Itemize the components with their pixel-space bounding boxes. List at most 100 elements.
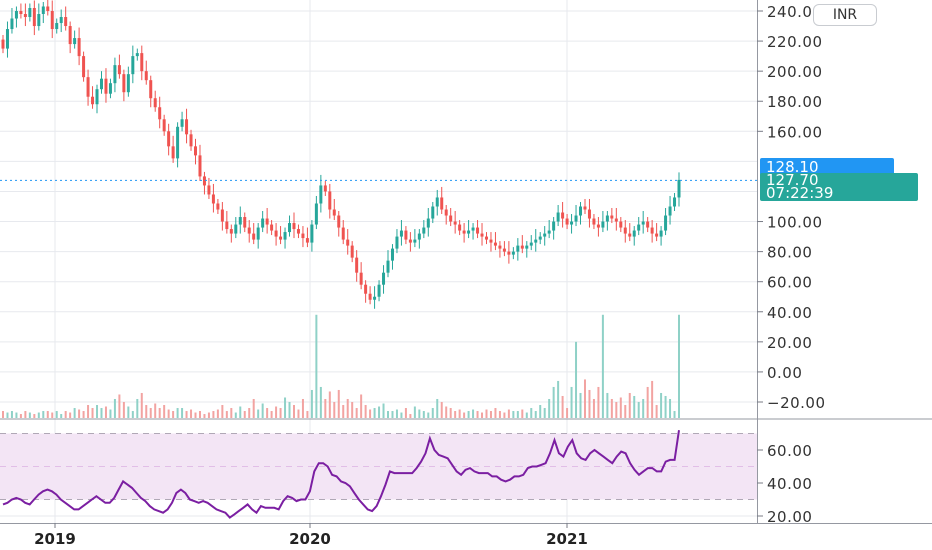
volume-bar bbox=[185, 411, 188, 418]
volume-bar bbox=[395, 409, 398, 418]
candle-body bbox=[516, 245, 520, 252]
volume-bar bbox=[216, 409, 219, 418]
volume-bar bbox=[355, 408, 358, 418]
candle-body bbox=[229, 229, 233, 234]
volume-bar bbox=[158, 408, 161, 418]
volume-bar bbox=[328, 391, 331, 418]
candle-body bbox=[664, 215, 668, 231]
candle-body bbox=[171, 146, 175, 159]
volume-bar bbox=[597, 386, 600, 418]
volume-bar bbox=[449, 408, 452, 418]
volume-bar bbox=[440, 402, 443, 418]
volume-bar bbox=[288, 402, 291, 418]
price-tick-label: −20.00 bbox=[767, 394, 826, 412]
candle-body bbox=[614, 218, 618, 222]
volume-bar bbox=[548, 398, 551, 418]
candle-body bbox=[587, 209, 591, 219]
currency-button[interactable]: INR bbox=[813, 4, 877, 26]
volume-bar bbox=[472, 409, 475, 418]
time-tick-label: 2019 bbox=[34, 530, 76, 548]
volume-bar bbox=[292, 405, 295, 418]
candle-body bbox=[373, 296, 377, 300]
candle-body bbox=[440, 197, 444, 210]
volume-bar bbox=[610, 398, 613, 418]
candle-body bbox=[395, 236, 399, 249]
candle-body bbox=[601, 221, 605, 228]
volume-bar bbox=[485, 409, 488, 418]
volume-bar bbox=[252, 398, 255, 418]
time-axis[interactable]: 2019 2020 2021 bbox=[34, 523, 588, 548]
candle-body bbox=[489, 239, 493, 243]
volume-bar bbox=[431, 408, 434, 418]
volume-bar bbox=[342, 405, 345, 418]
candle-body bbox=[28, 7, 32, 18]
volume-bar bbox=[637, 402, 640, 418]
volume-bar bbox=[51, 412, 54, 418]
volume-bar bbox=[149, 408, 152, 418]
volume-bar bbox=[234, 412, 237, 418]
volume-bar bbox=[619, 397, 622, 418]
candle-body bbox=[189, 134, 193, 147]
volume-bar bbox=[221, 405, 224, 418]
candle-body bbox=[574, 215, 578, 222]
candle-body bbox=[59, 17, 63, 24]
price-tick-label: 240.00 bbox=[767, 3, 823, 21]
volume-bar bbox=[163, 405, 166, 418]
candle-body bbox=[167, 131, 171, 147]
volume-bar bbox=[382, 403, 385, 418]
rsi-tick-label: 40.00 bbox=[767, 475, 812, 493]
volume-bar bbox=[378, 406, 381, 418]
volume-bar bbox=[507, 409, 510, 418]
candle-body bbox=[426, 218, 430, 228]
volume-bar bbox=[207, 412, 210, 418]
candle-body bbox=[435, 197, 439, 207]
candle-body bbox=[359, 272, 363, 285]
candle-body bbox=[534, 239, 538, 243]
current-price-label: 127.70 bbox=[766, 171, 819, 189]
volume-bar bbox=[427, 412, 430, 418]
volume-bar bbox=[82, 411, 85, 418]
volume-bar bbox=[498, 411, 501, 418]
candle-body bbox=[314, 203, 318, 225]
candle-body bbox=[511, 251, 515, 255]
volume-bar bbox=[516, 411, 519, 418]
rsi-axis[interactable]: 60.00 40.00 20.00 bbox=[757, 442, 812, 526]
candle-body bbox=[99, 78, 103, 90]
candle-body bbox=[458, 224, 462, 231]
candle-body bbox=[292, 223, 296, 230]
candle-body bbox=[301, 233, 305, 239]
volume-bar bbox=[203, 414, 206, 418]
candle-body bbox=[243, 217, 247, 228]
candle-body bbox=[431, 206, 435, 219]
volume-bar bbox=[333, 402, 336, 418]
candle-body bbox=[493, 242, 497, 246]
volume-bar bbox=[601, 314, 604, 418]
price-tick-label: 80.00 bbox=[767, 244, 812, 262]
candle-body bbox=[332, 209, 336, 216]
candle-body bbox=[637, 224, 641, 231]
candle-body bbox=[646, 221, 650, 228]
volume-bar bbox=[543, 408, 546, 418]
candle-body bbox=[247, 227, 251, 234]
volume-bar bbox=[476, 411, 479, 418]
volume-bar bbox=[521, 409, 524, 418]
volume-bar bbox=[319, 386, 322, 418]
candle-body bbox=[68, 26, 72, 45]
candle-body bbox=[283, 232, 287, 240]
price-tick-label: 200.00 bbox=[767, 63, 823, 81]
volume-bar bbox=[301, 398, 304, 418]
volume-bar bbox=[172, 411, 175, 418]
volume-bar bbox=[37, 412, 40, 418]
volume-bar bbox=[673, 411, 676, 418]
time-tick-label: 2020 bbox=[289, 530, 331, 548]
candle-body bbox=[122, 74, 126, 93]
candle-body bbox=[198, 155, 202, 177]
candle-body bbox=[252, 233, 256, 240]
candle-body bbox=[194, 146, 198, 156]
volume-bar bbox=[2, 411, 4, 418]
price-axis[interactable]: 240.00 220.00 200.00 180.00 160.00 100.00 80.0… bbox=[757, 3, 826, 412]
candle-body bbox=[261, 218, 265, 228]
volume-bar bbox=[140, 392, 143, 418]
candle-body bbox=[135, 53, 139, 57]
